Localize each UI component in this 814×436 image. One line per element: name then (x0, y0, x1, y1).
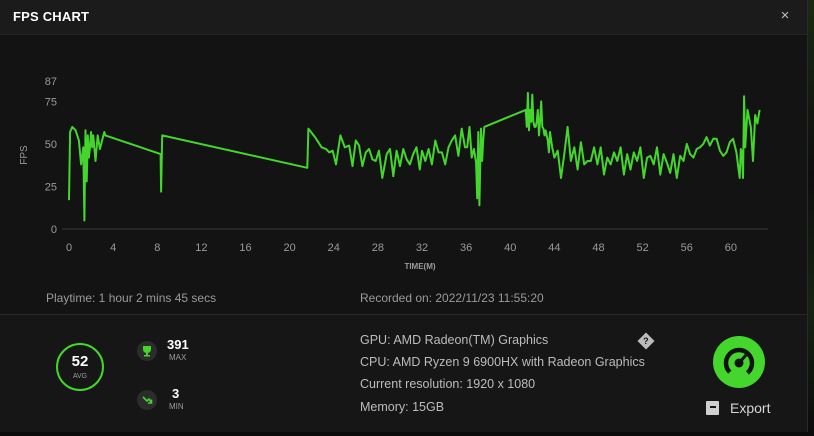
max-fps-label: MAX (169, 353, 187, 362)
x-tick-label: 20 (284, 242, 296, 254)
x-tick-label: 56 (681, 242, 693, 254)
close-icon[interactable]: × (780, 7, 790, 24)
x-tick-label: 52 (637, 242, 649, 254)
x-tick-label: 0 (66, 242, 72, 254)
avg-fps-value: 52 (71, 353, 89, 370)
y-axis-title: FPS (19, 145, 30, 165)
gpu-info: GPU: AMD Radeon(TM) Graphics (360, 333, 549, 347)
x-tick-label: 32 (416, 242, 428, 254)
dialog-title: FPS CHART (13, 9, 90, 24)
x-tick-label: 60 (725, 242, 737, 254)
max-fps-value: 391 (167, 337, 189, 352)
avg-fps-label: AVG (72, 373, 88, 380)
trophy-icon (137, 341, 157, 361)
x-tick-label: 8 (154, 242, 160, 254)
x-tick-label: 44 (548, 242, 560, 254)
avg-fps-ring: 52 AVG (56, 343, 104, 391)
recorded-on-text: Recorded on: 2022/11/23 11:55:20 (360, 291, 544, 305)
memory-info: Memory: 15GB (360, 400, 445, 414)
cpu-info: CPU: AMD Ryzen 9 6900HX with Radeon Grap… (360, 355, 645, 369)
min-fps-label: MIN (169, 402, 184, 411)
min-fps-value: 3 (172, 386, 180, 401)
background-app-strip (806, 0, 814, 436)
x-tick-label: 4 (110, 242, 116, 254)
playtime-text: Playtime: 1 hour 2 mins 45 secs (46, 291, 217, 305)
x-tick-label: 36 (460, 242, 472, 254)
help-icon-glyph: ? (643, 336, 649, 346)
y-tick-label: 75 (45, 96, 57, 108)
y-axis: 0 25 50 75 87 (45, 76, 57, 236)
export-icon (706, 401, 719, 415)
resolution-info: Current resolution: 1920 x 1080 (360, 377, 536, 391)
x-tick-label: 48 (592, 242, 604, 254)
x-tick-label: 28 (372, 242, 384, 254)
y-tick-label: 25 (45, 181, 57, 193)
x-tick-label: 40 (504, 242, 516, 254)
y-tick-label: 50 (45, 139, 57, 151)
title-bar: FPS CHART × (0, 0, 807, 35)
fps-meter-logo-icon (713, 336, 765, 388)
x-axis: 0 4 8 12 16 20 24 28 32 36 40 44 48 52 56 60 (66, 242, 737, 254)
x-tick-label: 12 (195, 242, 207, 254)
fps-chart: 0 25 50 75 87 0 4 8 12 16 20 24 28 32 36 40 44 48 52 56 60 … (0, 35, 807, 314)
y-tick-label: 0 (51, 224, 57, 236)
x-tick-label: 16 (239, 242, 251, 254)
x-tick-label: 24 (328, 242, 340, 254)
export-label: Export (730, 400, 771, 416)
y-tick-label: 87 (45, 76, 57, 88)
section-divider (0, 314, 807, 315)
x-axis-title: TIME(M) (404, 262, 435, 271)
fps-series-line (68, 91, 761, 222)
stats-panel (0, 315, 807, 432)
trend-down-icon (137, 390, 157, 410)
